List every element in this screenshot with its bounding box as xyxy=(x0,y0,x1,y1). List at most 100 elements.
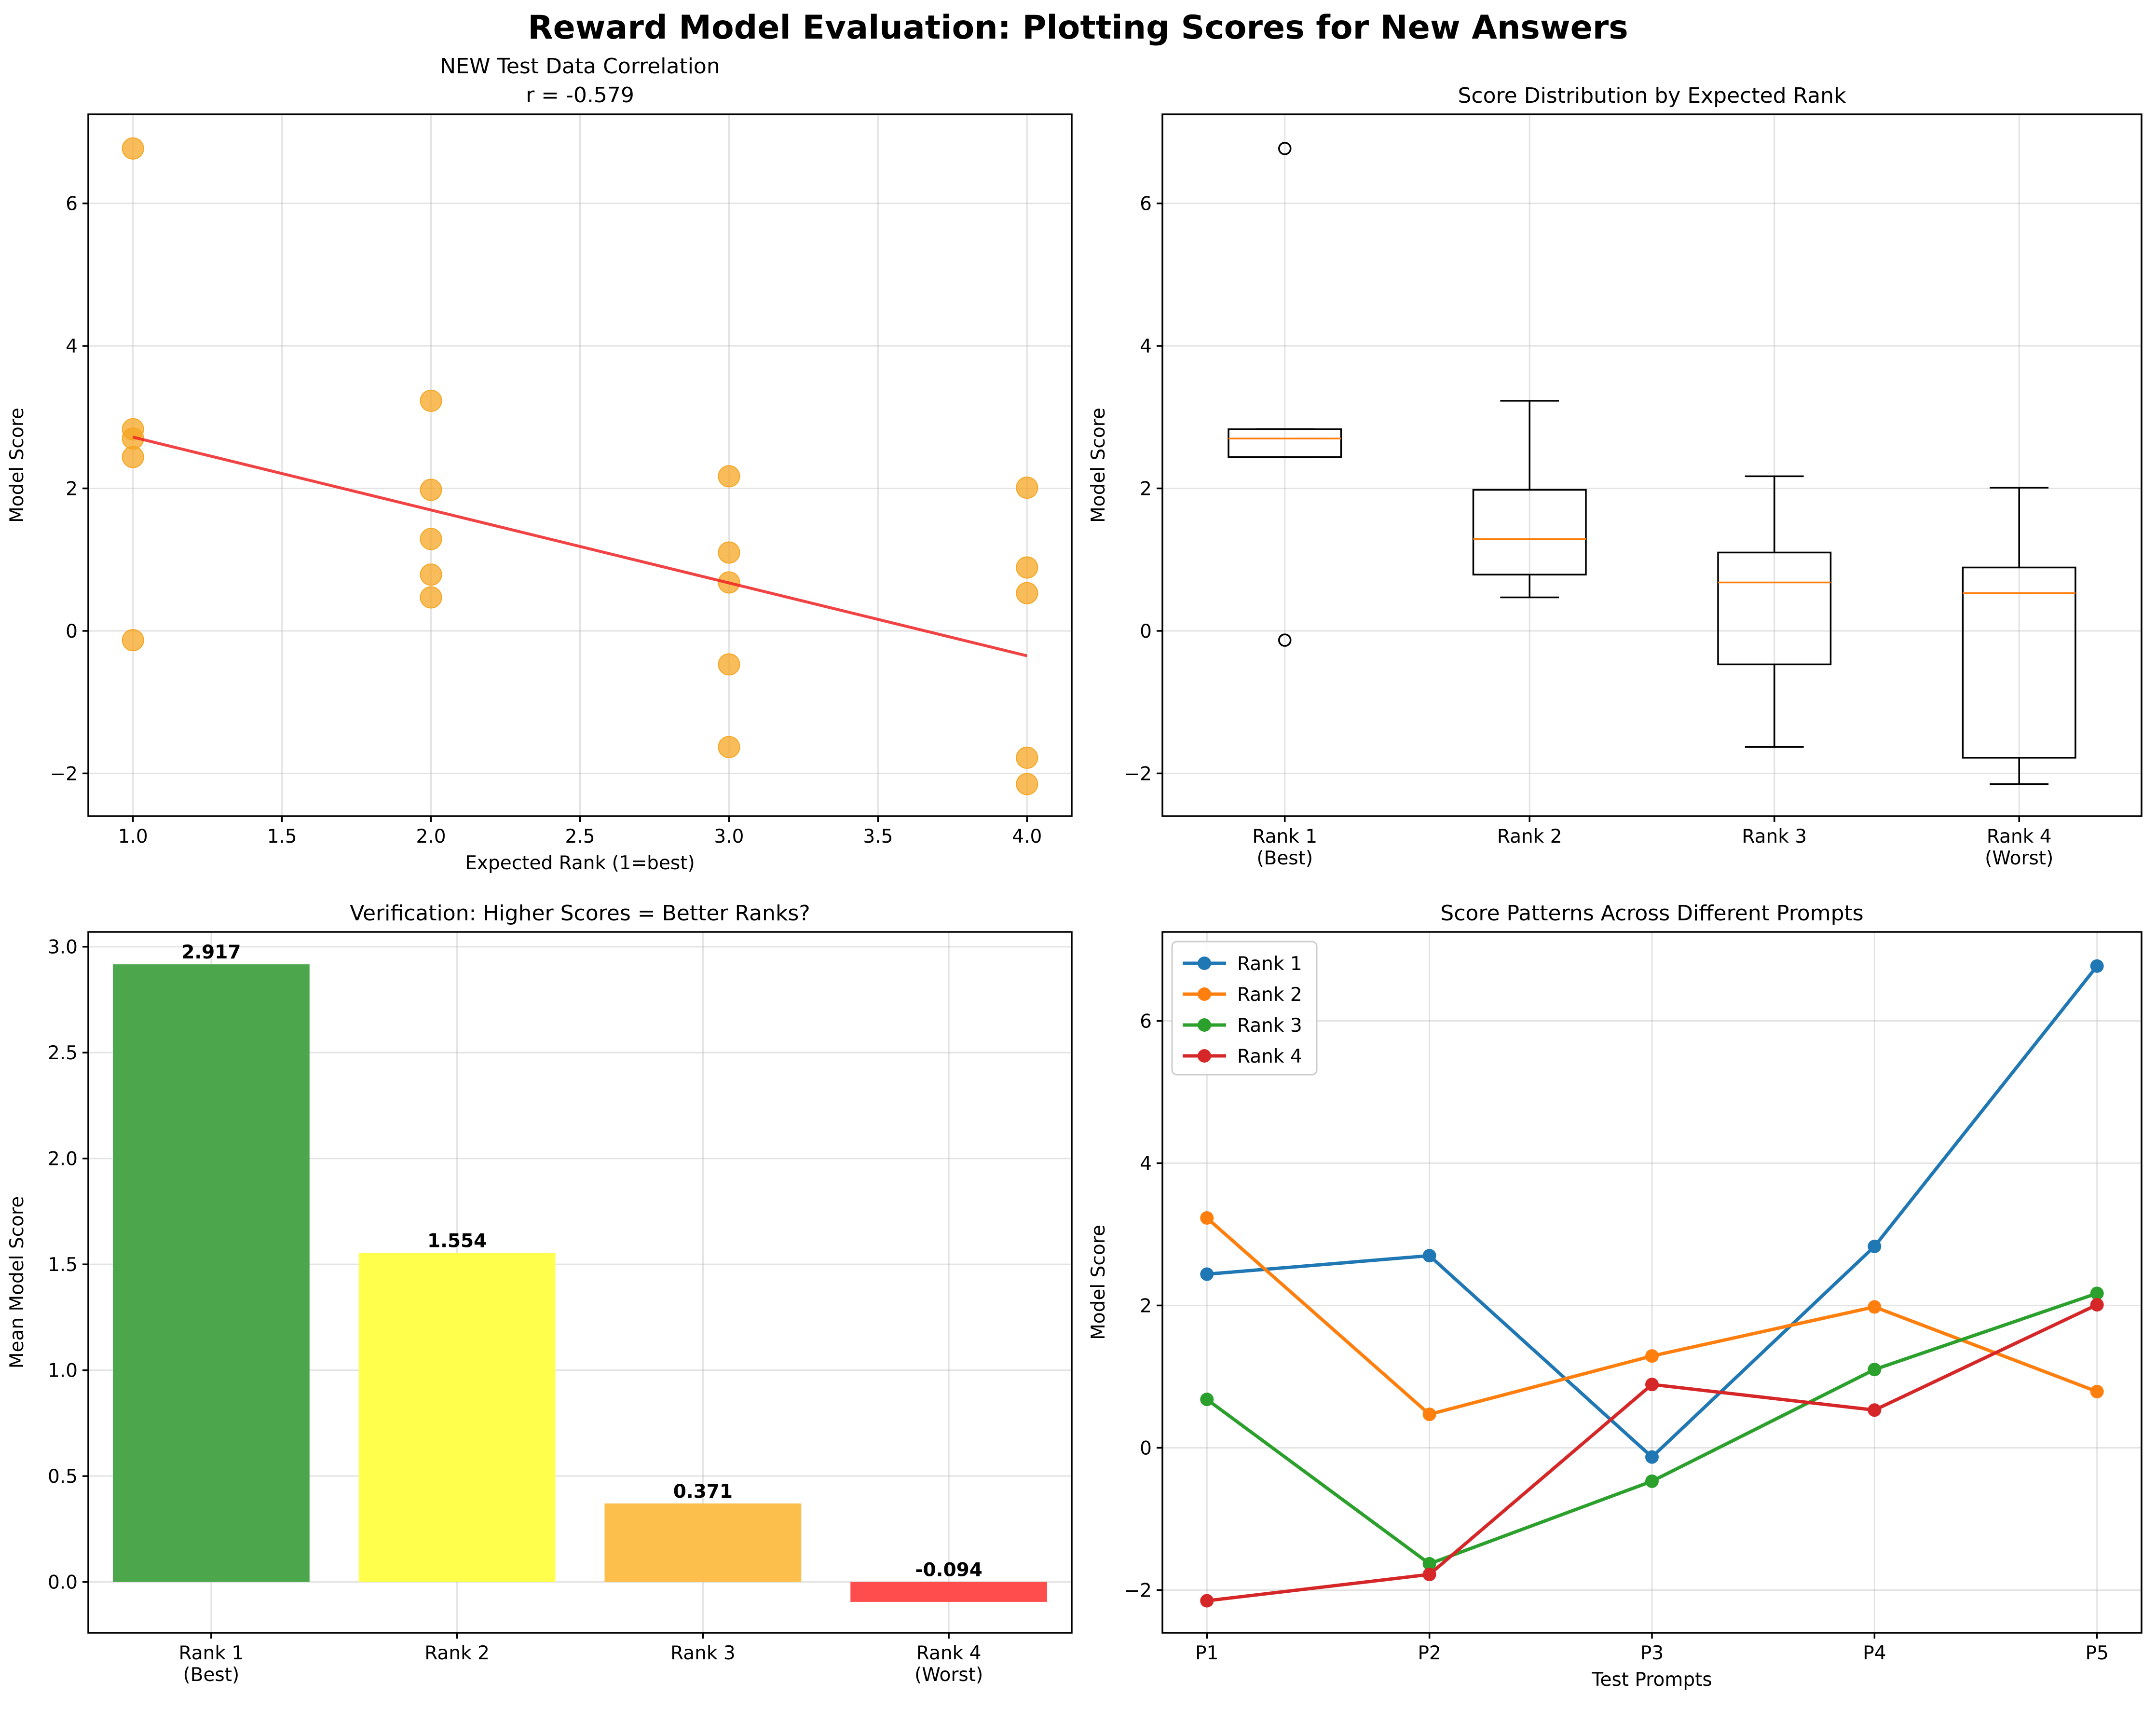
y-tick-label: 3.0 xyxy=(48,937,78,958)
y-tick-label: 6 xyxy=(1140,193,1152,215)
legend-marker xyxy=(1198,1018,1211,1032)
x-tick-label-sub: (Worst) xyxy=(1985,848,2053,869)
y-axis-label: Mean Model Score xyxy=(6,1196,28,1368)
x-tick-label: 3.0 xyxy=(714,826,744,848)
scatter-point xyxy=(122,418,144,440)
scatter-point xyxy=(122,446,144,468)
panel-subtitle: r = -0.579 xyxy=(526,83,634,108)
x-tick-label: Rank 4 xyxy=(1987,826,2052,848)
series-point xyxy=(1645,1474,1659,1488)
y-tick-label: −2 xyxy=(50,763,78,785)
y-tick-label: 4 xyxy=(66,336,78,357)
bar xyxy=(604,1503,802,1582)
x-tick-label: Rank 3 xyxy=(1742,826,1807,848)
x-tick-label: P2 xyxy=(1418,1642,1441,1664)
y-tick-label: 6 xyxy=(1140,1011,1152,1032)
x-tick-label: 4.0 xyxy=(1012,826,1042,848)
x-tick-label: 3.5 xyxy=(863,826,893,848)
series-point xyxy=(1200,1267,1214,1281)
scatter-point xyxy=(1016,746,1038,769)
series-point xyxy=(1868,1403,1882,1417)
y-tick-label: 1.5 xyxy=(48,1254,78,1276)
series-point xyxy=(1868,1240,1882,1254)
x-tick-label: Rank 4 xyxy=(916,1642,982,1664)
y-tick-label: 0.5 xyxy=(48,1466,78,1488)
x-tick-label-sub: (Worst) xyxy=(914,1664,983,1686)
series-point xyxy=(1645,1378,1659,1392)
scatter-point xyxy=(718,541,740,564)
scatter-point xyxy=(122,629,144,652)
y-tick-label: 1.0 xyxy=(48,1360,78,1382)
legend-marker xyxy=(1198,957,1211,970)
series-point xyxy=(1422,1568,1436,1582)
scatter-point xyxy=(420,586,442,609)
x-tick-label: P3 xyxy=(1640,1642,1664,1664)
series-point xyxy=(1200,1393,1214,1407)
panel-title: Score Distribution by Expected Rank xyxy=(1458,83,1846,108)
series-point xyxy=(1200,1211,1214,1225)
series-point xyxy=(1422,1408,1436,1422)
y-axis-label: Model Score xyxy=(1088,1225,1109,1340)
panel-title: NEW Test Data Correlation xyxy=(440,54,720,79)
series-point xyxy=(2090,959,2104,973)
scatter-point xyxy=(420,479,442,501)
y-tick-label: 4 xyxy=(1140,1153,1152,1175)
legend-label: Rank 2 xyxy=(1237,984,1302,1006)
series-point xyxy=(2090,1286,2104,1300)
legend-label: Rank 1 xyxy=(1237,953,1302,975)
bar-value-label: 0.371 xyxy=(673,1481,733,1503)
scatter-point xyxy=(420,528,442,550)
panel-score-patterns-lines: P1 P2 P3 P4 P5 −2 0 2 4 6 Model Score Test Prompts R… xyxy=(1088,901,2142,1691)
legend-label: Rank 3 xyxy=(1237,1015,1302,1037)
series-point xyxy=(2090,1298,2104,1312)
bar xyxy=(358,1253,556,1582)
scatter-point xyxy=(718,653,740,676)
bar xyxy=(112,964,310,1582)
x-tick-label: 1.5 xyxy=(267,826,297,848)
y-tick-label: 4 xyxy=(1140,336,1152,357)
y-axis-label: Model Score xyxy=(1088,408,1109,523)
box-outlier xyxy=(1278,633,1292,647)
box-outlier xyxy=(1278,142,1292,155)
scatter-point xyxy=(1016,582,1038,604)
scatter-point xyxy=(1016,477,1038,499)
panel-title: Score Patterns Across Different Prompts xyxy=(1440,901,1863,926)
plot-frame xyxy=(87,931,1073,1634)
y-tick-label: −2 xyxy=(1124,763,1152,785)
x-tick-label: Rank 2 xyxy=(1497,826,1562,848)
x-tick-label: Rank 2 xyxy=(424,1642,490,1664)
x-tick-label-sub: (Best) xyxy=(1256,848,1313,869)
x-tick-label: P5 xyxy=(2086,1642,2109,1664)
series-point xyxy=(1868,1300,1882,1314)
y-tick-label: 0 xyxy=(1140,621,1152,643)
legend-box xyxy=(1171,941,1318,1076)
y-tick-label: −2 xyxy=(1124,1580,1152,1601)
box-iqr xyxy=(1962,566,2076,759)
y-tick-label: 2 xyxy=(1140,1295,1152,1317)
bar-value-label: -0.094 xyxy=(915,1559,982,1581)
x-tick-label: 2.5 xyxy=(565,826,595,848)
scatter-point xyxy=(122,137,144,160)
series-point xyxy=(1868,1363,1882,1377)
scatter-point xyxy=(718,465,740,488)
scatter-point xyxy=(420,389,442,412)
scatter-point xyxy=(718,736,740,758)
legend-marker xyxy=(1198,987,1211,1001)
box-iqr xyxy=(1472,489,1587,575)
x-axis-label: Expected Rank (1=best) xyxy=(465,852,695,874)
series-point xyxy=(1422,1557,1436,1571)
legend-label: Rank 4 xyxy=(1237,1046,1302,1067)
plot-frame xyxy=(1161,113,2142,817)
x-tick-label-sub: (Best) xyxy=(183,1664,239,1686)
y-tick-label: 2 xyxy=(66,479,78,500)
scatter-point xyxy=(1016,773,1038,795)
box-iqr xyxy=(1717,551,1832,666)
x-tick-label: P4 xyxy=(1863,1642,1886,1664)
y-axis-label: Model Score xyxy=(6,408,28,523)
plot-frame xyxy=(1161,931,2142,1634)
y-tick-label: 0 xyxy=(1140,1437,1152,1459)
figure-title: Reward Model Evaluation: Plotting Scores… xyxy=(528,9,1628,47)
panel-title: Verification: Higher Scores = Better Ran… xyxy=(350,901,810,926)
series-point xyxy=(1422,1249,1436,1263)
